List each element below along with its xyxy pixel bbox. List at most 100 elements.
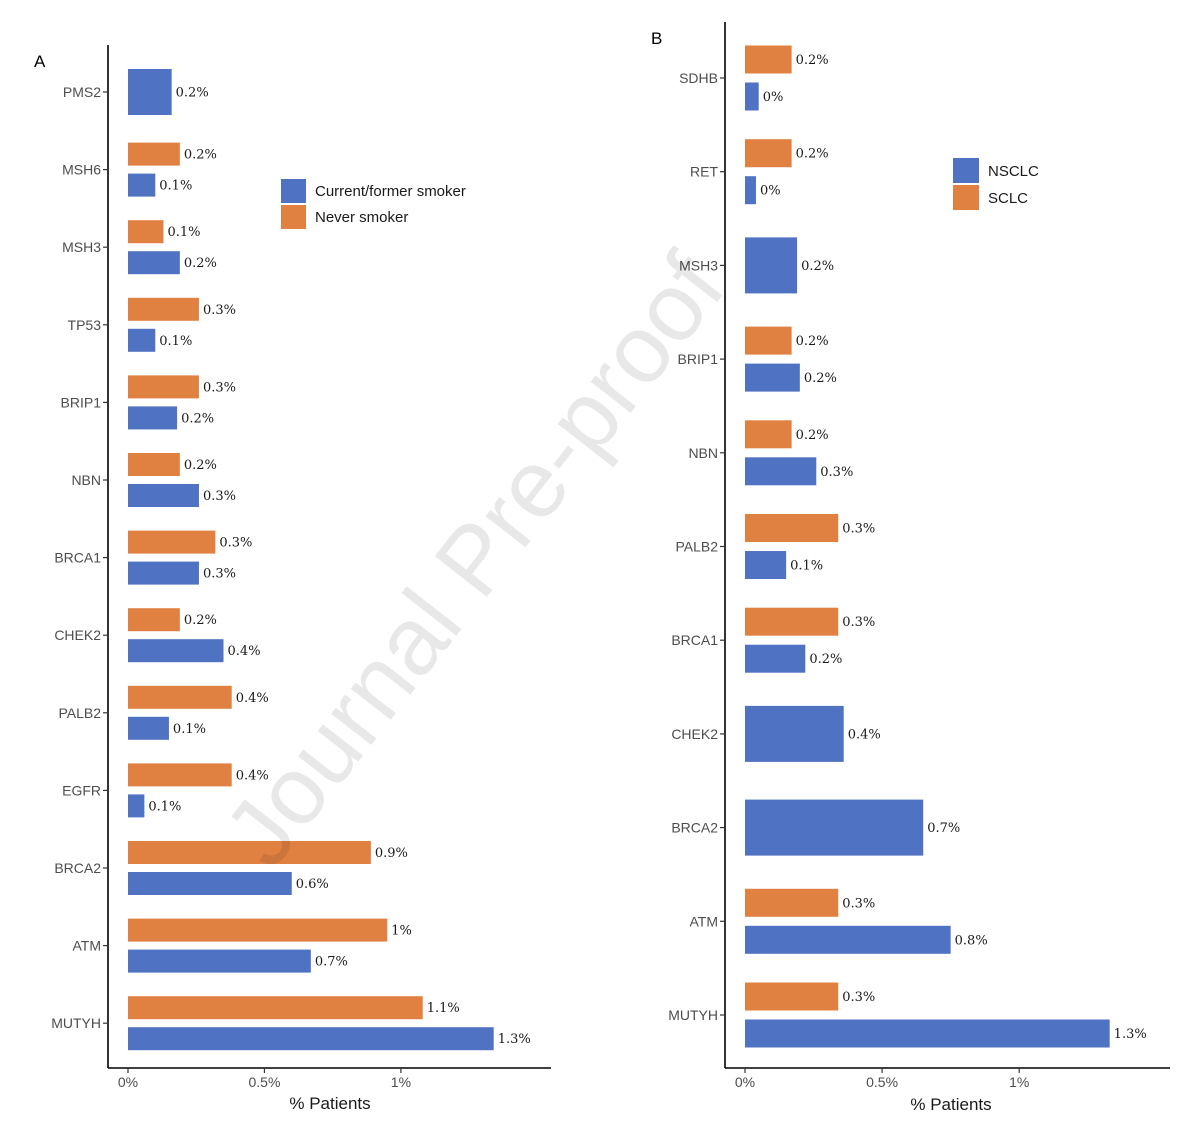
panel-a-bar-current-former-smoker-chek2 <box>128 639 224 663</box>
panel-a-gene-label-brca1: BRCA1 <box>54 550 101 566</box>
panel-b-x-tick-label: 0.5% <box>866 1074 898 1090</box>
panel-a-x-tick-label: 1% <box>391 1074 411 1090</box>
panel-b-x-axis-title: % Patients <box>910 1095 991 1114</box>
panel-b-value-label-sclc-brca1: 0.3% <box>842 615 875 630</box>
panel-b-bar-sclc-brip1 <box>745 326 792 355</box>
panel-a-gene-label-chek2: CHEK2 <box>54 627 101 643</box>
panel-b-bar-sclc-sdhb <box>745 45 792 74</box>
panel-b-gene-label-chek2: CHEK2 <box>671 726 718 742</box>
panel-a-bar-current-former-smoker-brca1 <box>128 561 199 585</box>
panel-a-value-label-current-former-smoker-brca1: 0.3% <box>203 567 236 582</box>
panel-a-bar-current-former-smoker-egfr <box>128 794 145 818</box>
panel-a-value-label-current-former-smoker-mutyh: 1.3% <box>498 1032 531 1047</box>
panel-a-value-label-current-former-smoker-atm: 0.7% <box>315 955 348 970</box>
panel-b-value-label-nsclc-chek2: 0.4% <box>848 727 881 742</box>
panel-b-bar-nsclc-palb2 <box>745 551 787 579</box>
panel-b-chart: B 0.2%0%0.2%0%0.2%0.2%0.2%0.2%0.3%0.3%0.… <box>651 22 1170 1114</box>
legend-label-never-smoker: Never smoker <box>315 209 408 226</box>
panel-b-gene-label-brca1: BRCA1 <box>671 632 718 648</box>
legend-swatch-current-former-smoker <box>281 179 306 203</box>
panel-b-value-label-nsclc-brca2: 0.7% <box>927 821 960 836</box>
panel-a-bar-never-smoker-nbn <box>128 453 180 476</box>
panel-a-value-label-never-smoker-tp53: 0.3% <box>203 303 236 318</box>
panel-a-chart: A 0.2%0.2%0.1%0.1%0.2%0.3%0.1%0.3%0.2%0.… <box>34 45 551 1113</box>
panel-a-gene-label-tp53: TP53 <box>68 317 102 333</box>
panel-a-value-label-current-former-smoker-nbn: 0.3% <box>203 489 236 504</box>
panel-a-legend: Current/former smoker Never smoker <box>281 179 466 229</box>
panel-a-gene-label-egfr: EGFR <box>62 782 101 798</box>
panel-b-bars: 0.2% 0% 0.2% 0% 0.2% 0.2% 0.2% 0.2% 0.3% 0.3% 0.1%… <box>745 45 1147 1048</box>
panel-a-bar-never-smoker-tp53 <box>128 297 199 321</box>
panel-a-bar-never-smoker-egfr <box>128 763 232 787</box>
panel-a-letter: A <box>34 52 46 71</box>
panel-a-value-label-never-smoker-egfr: 0.4% <box>236 768 269 783</box>
legend-label-current-former-smoker: Current/former smoker <box>315 183 466 200</box>
panel-b-legend: NSCLC SCLC <box>953 158 1039 210</box>
panel-b-gene-label-msh3: MSH3 <box>679 257 718 273</box>
panel-a-bar-current-former-smoker-brip1 <box>128 406 178 430</box>
panel-b-x-tick-label: 1% <box>1009 1074 1029 1090</box>
panel-a-value-label-current-former-smoker-msh6: 0.1% <box>159 179 192 194</box>
panel-a-value-label-never-smoker-msh6: 0.2% <box>184 148 217 163</box>
panel-a-value-label-never-smoker-nbn: 0.2% <box>184 458 217 473</box>
panel-a-value-label-current-former-smoker-palb2: 0.1% <box>173 722 206 737</box>
panel-a-bar-never-smoker-mutyh <box>128 996 423 1020</box>
panel-b-bar-nsclc-chek2 <box>745 705 844 762</box>
panel-a-value-label-current-former-smoker-brip1: 0.2% <box>181 411 214 426</box>
panel-b-gene-label-atm: ATM <box>689 913 718 929</box>
panel-a-axes: 0% 0.5% 1% PMS2 MSH6 MSH3 TP53 BRIP1 NBN BRCA1 CHE… <box>51 45 551 1090</box>
panel-a-bar-current-former-smoker-tp53 <box>128 328 156 352</box>
panel-a-value-label-never-smoker-atm: 1% <box>391 924 412 939</box>
panel-b-bar-nsclc-brip1 <box>745 363 800 392</box>
panel-b-value-label-nsclc-palb2: 0.1% <box>790 559 823 574</box>
panel-b-gene-label-ret: RET <box>690 164 718 180</box>
panel-a-gene-label-palb2: PALB2 <box>58 705 101 721</box>
panel-b-value-label-sclc-nbn: 0.2% <box>796 428 829 443</box>
panel-a-x-axis-title: % Patients <box>289 1094 370 1113</box>
panel-b-value-label-nsclc-sdhb: 0% <box>763 90 784 105</box>
panel-a-gene-label-brca2: BRCA2 <box>54 860 101 876</box>
panel-a-bar-never-smoker-brca2 <box>128 841 371 864</box>
panel-b-axes: 0% 0.5% 1% SDHB RET MSH3 BRIP1 NBN PALB2 BRCA1 CHE… <box>668 22 1170 1090</box>
panel-b-value-label-nsclc-atm: 0.8% <box>955 933 988 948</box>
panel-b-value-label-nsclc-nbn: 0.3% <box>820 465 853 480</box>
panel-a-bar-never-smoker-brca1 <box>128 530 216 554</box>
panel-b-bar-nsclc-brca1 <box>745 644 806 673</box>
watermark-text: Journal Pre-proof <box>204 235 745 886</box>
panel-a-value-label-current-former-smoker-brca2: 0.6% <box>296 877 329 892</box>
panel-b-gene-label-brca2: BRCA2 <box>671 820 718 836</box>
panel-a-gene-label-pms2: PMS2 <box>63 84 101 100</box>
panel-a-bar-never-smoker-chek2 <box>128 608 180 632</box>
panel-b-bar-nsclc-nbn <box>745 457 817 486</box>
panel-b-letter: B <box>651 29 662 48</box>
panel-a-value-label-never-smoker-brca2: 0.9% <box>375 846 408 861</box>
panel-b-bar-nsclc-mutyh <box>745 1019 1110 1048</box>
panel-b-gene-label-nbn: NBN <box>688 445 718 461</box>
panel-a-bar-current-former-smoker-msh6 <box>128 173 156 197</box>
panel-a-value-label-current-former-smoker-chek2: 0.4% <box>228 644 261 659</box>
panel-a-value-label-current-former-smoker-pms2: 0.2% <box>176 86 209 101</box>
panel-a-value-label-never-smoker-brip1: 0.3% <box>203 380 236 395</box>
panel-a-bars: 0.2% 0.2% 0.1% 0.1% 0.2% 0.3% 0.1% 0.3% 0.2% 0.2%… <box>128 69 531 1051</box>
panel-a-value-label-current-former-smoker-egfr: 0.1% <box>148 799 181 814</box>
panel-b-gene-label-sdhb: SDHB <box>679 70 718 86</box>
legend-swatch-never-smoker <box>281 205 306 229</box>
panel-a-value-label-current-former-smoker-msh3: 0.2% <box>184 256 217 271</box>
panel-a-value-label-never-smoker-palb2: 0.4% <box>236 691 269 706</box>
panel-a-gene-label-nbn: NBN <box>71 472 101 488</box>
panel-a-bar-never-smoker-msh3 <box>128 220 164 244</box>
panel-a-value-label-never-smoker-mutyh: 1.1% <box>427 1001 460 1016</box>
legend-swatch-sclc <box>953 185 979 210</box>
panel-b-bar-nsclc-atm <box>745 925 951 954</box>
panel-b-value-label-nsclc-brca1: 0.2% <box>809 652 842 667</box>
panel-b-bar-sclc-nbn <box>745 420 792 449</box>
panel-a-bar-current-former-smoker-nbn <box>128 484 199 507</box>
panel-b-gene-label-brip1: BRIP1 <box>678 351 719 367</box>
panel-b-bar-sclc-palb2 <box>745 514 839 542</box>
panel-b-gene-label-mutyh: MUTYH <box>668 1007 718 1023</box>
panel-a-bar-never-smoker-msh6 <box>128 142 180 166</box>
panel-b-bar-sclc-brca1 <box>745 607 839 636</box>
panel-b-bar-sclc-atm <box>745 888 839 917</box>
panel-b-gene-label-palb2: PALB2 <box>675 539 718 555</box>
panel-a-x-tick-label: 0% <box>118 1074 138 1090</box>
